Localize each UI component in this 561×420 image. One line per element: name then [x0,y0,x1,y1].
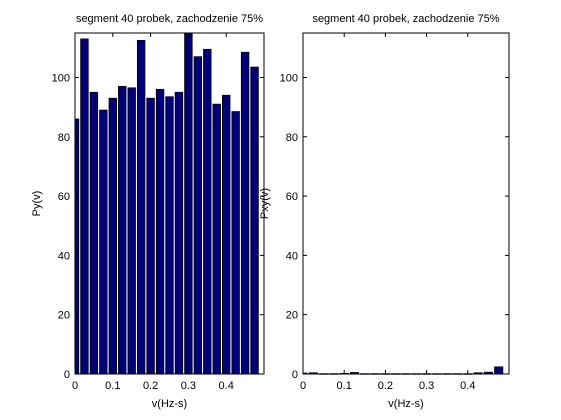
bar-left-12 [184,32,193,375]
y-axis-label-left: Py(v) [31,191,43,217]
y-tick-label-right-3: 60 [286,191,298,203]
subplot-right: 0 0.1 0.2 0.3 0.4 0 20 40 60 80 100 segment 40 pro… [259,13,510,410]
y-tick-label-right-0: 0 [292,369,298,381]
bar-right-17 [473,372,483,375]
x-tick-label-left-2: 0.2 [143,380,158,392]
bar-right-10 [401,373,411,375]
x-axis-label-right: v(Hz-s) [388,398,423,410]
bar-left-8 [146,97,155,375]
bar-right-11 [411,373,421,375]
bar-right-7 [370,373,380,375]
ticks-right: 0 0.1 0.2 0.3 0.4 0 20 40 60 80 100 [280,33,509,392]
bar-left-11 [174,91,184,375]
x-tick-label-left-0: 0 [72,380,78,392]
bar-left-19 [250,66,259,375]
chart-title-right: segment 40 probek, zachodzenie 75% [312,13,499,25]
x-tick-label-right-2: 0.2 [378,380,393,392]
x-tick-label-left-4: 0.4 [219,380,234,392]
x-tick-label-left-1: 0.1 [105,380,120,392]
x-tick-label-right-1: 0.1 [337,380,352,392]
bars-right [302,366,504,375]
bar-right-6 [360,373,370,375]
y-tick-label-left-2: 40 [58,250,70,262]
x-tick-label-right-0: 0 [300,380,306,392]
y-tick-label-left-0: 0 [64,369,70,381]
bar-left-7 [136,40,146,375]
bar-left-3 [99,109,108,375]
y-tick-label-right-5: 100 [280,72,298,84]
y-tick-label-right-4: 80 [286,132,298,144]
bar-right-15 [452,373,463,375]
x-axis-label-left: v(Hz-s) [152,398,187,410]
axes-frame-right [302,32,510,375]
bar-right-3 [329,373,339,375]
y-tick-label-left-3: 60 [58,191,70,203]
bar-left-18 [240,51,250,375]
bar-left-17 [231,111,240,375]
y-axis-label-right: Pxy(v) [259,188,271,219]
x-tick-label-left-3: 0.3 [181,380,196,392]
bar-left-5 [118,85,127,375]
y-tick-label-left-5: 100 [52,72,70,84]
y-tick-label-right-2: 40 [286,250,298,262]
bar-right-18 [483,371,493,375]
bar-left-2 [89,91,99,375]
bar-right-1 [308,372,318,375]
bar-left-15 [212,103,221,375]
bar-right-19 [494,366,504,375]
bar-left-9 [155,88,165,375]
bar-left-6 [127,87,136,375]
bar-left-16 [222,94,231,375]
ticks-left: 0 0.1 0.2 0.3 0.4 0 20 40 60 80 100 [52,33,264,392]
y-tick-label-right-1: 20 [286,310,298,322]
bar-right-2 [319,373,329,375]
y-tick-label-left-1: 20 [58,310,70,322]
x-tick-label-right-4: 0.4 [460,380,475,392]
bar-left-0 [74,118,80,375]
bar-right-9 [391,373,401,375]
bar-left-4 [108,97,117,375]
chart-title-left: segment 40 probek, zachodzenie 75% [76,13,263,25]
subplot-left: 0 0.1 0.2 0.3 0.4 0 20 40 60 80 100 segment 40 pro… [31,13,265,410]
bar-left-13 [193,56,203,375]
bars-left [74,32,259,375]
bar-left-1 [80,38,89,375]
x-tick-label-right-3: 0.3 [419,380,434,392]
bar-right-5 [349,372,360,375]
bar-left-10 [165,96,174,375]
bar-left-14 [203,48,212,375]
bar-right-13 [432,373,442,375]
bar-right-14 [442,373,452,375]
y-tick-label-left-4: 80 [58,132,70,144]
